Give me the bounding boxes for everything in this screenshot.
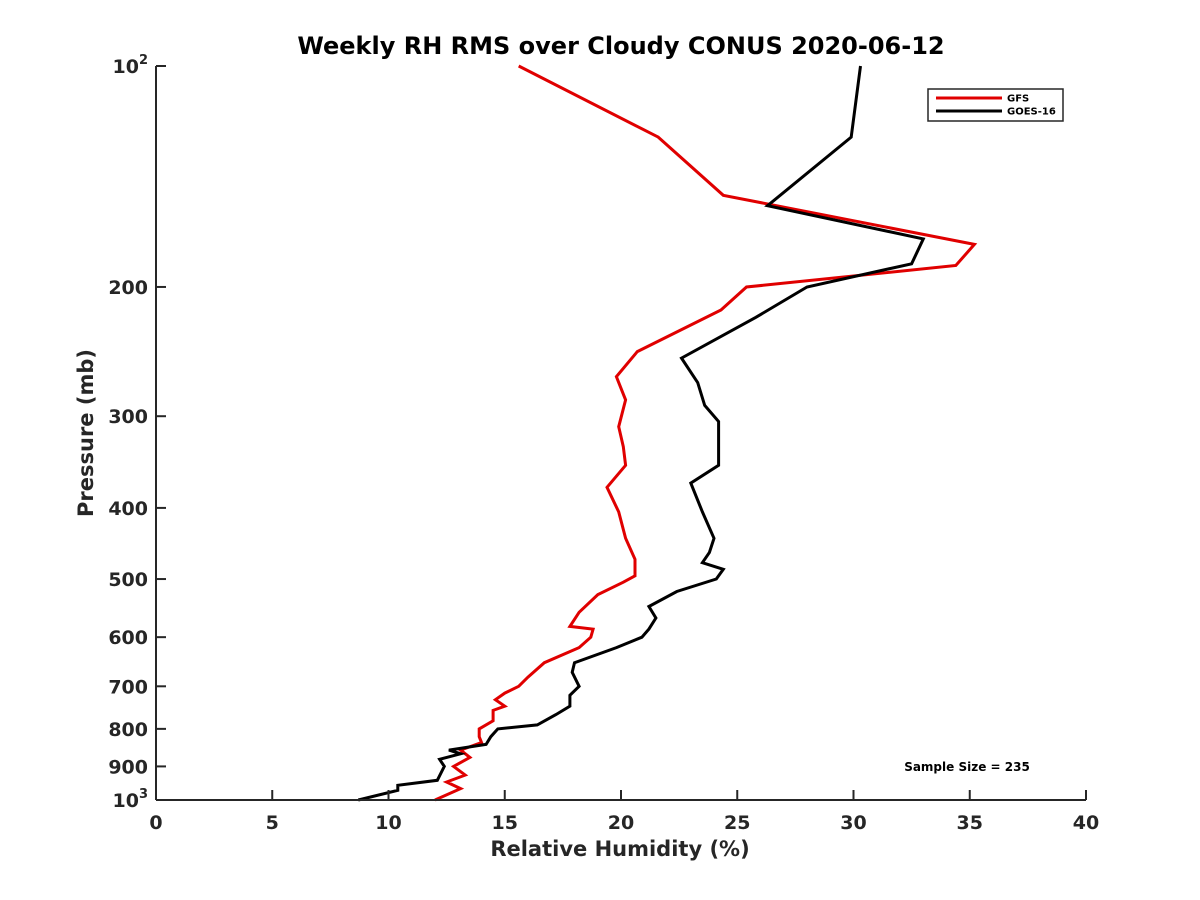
legend-label: GFS <box>1007 94 1029 105</box>
x-tick-label: 25 <box>724 812 750 834</box>
y-axis-label: Pressure (mb) <box>74 349 98 517</box>
chart-title: Weekly RH RMS over Cloudy CONUS 2020-06-… <box>297 32 944 60</box>
series-line-goes-16 <box>357 65 926 802</box>
y-tick-label: 103 <box>113 787 149 812</box>
y-tick-label: 800 <box>108 719 148 741</box>
x-tick-label: 5 <box>266 812 279 834</box>
y-tick-label: 500 <box>108 569 148 591</box>
x-tick-label: 10 <box>375 812 401 834</box>
x-axis-label: Relative Humidity (%) <box>490 837 749 861</box>
x-tick-label: 40 <box>1073 812 1099 834</box>
axes-layer: 0 5 10 15 20 25 30 35 40 102 200 300 400 500 600 700 800… <box>108 53 1099 834</box>
x-tick-label: 20 <box>608 812 634 834</box>
y-tick-label: 900 <box>108 756 148 778</box>
y-tick-label: 200 <box>108 277 148 299</box>
y-tick-label: 102 <box>113 53 149 78</box>
y-tick-label: 700 <box>108 676 148 698</box>
series-layer <box>357 64 978 802</box>
legend-box <box>927 88 1064 122</box>
legend[interactable]: GFS GOES-16 <box>927 88 1064 122</box>
sample-size-annotation: Sample Size = 235 <box>904 760 1030 774</box>
legend-label: GOES-16 <box>1007 107 1056 118</box>
y-tick-label: 600 <box>108 627 148 649</box>
x-tick-label: 30 <box>840 812 866 834</box>
x-tick-label: 0 <box>149 812 162 834</box>
x-tick-label: 15 <box>492 812 518 834</box>
x-tick-label: 35 <box>957 812 983 834</box>
series-line-gfs <box>434 64 978 802</box>
y-tick-label: 300 <box>108 406 148 428</box>
y-tick-label: 400 <box>108 498 148 520</box>
